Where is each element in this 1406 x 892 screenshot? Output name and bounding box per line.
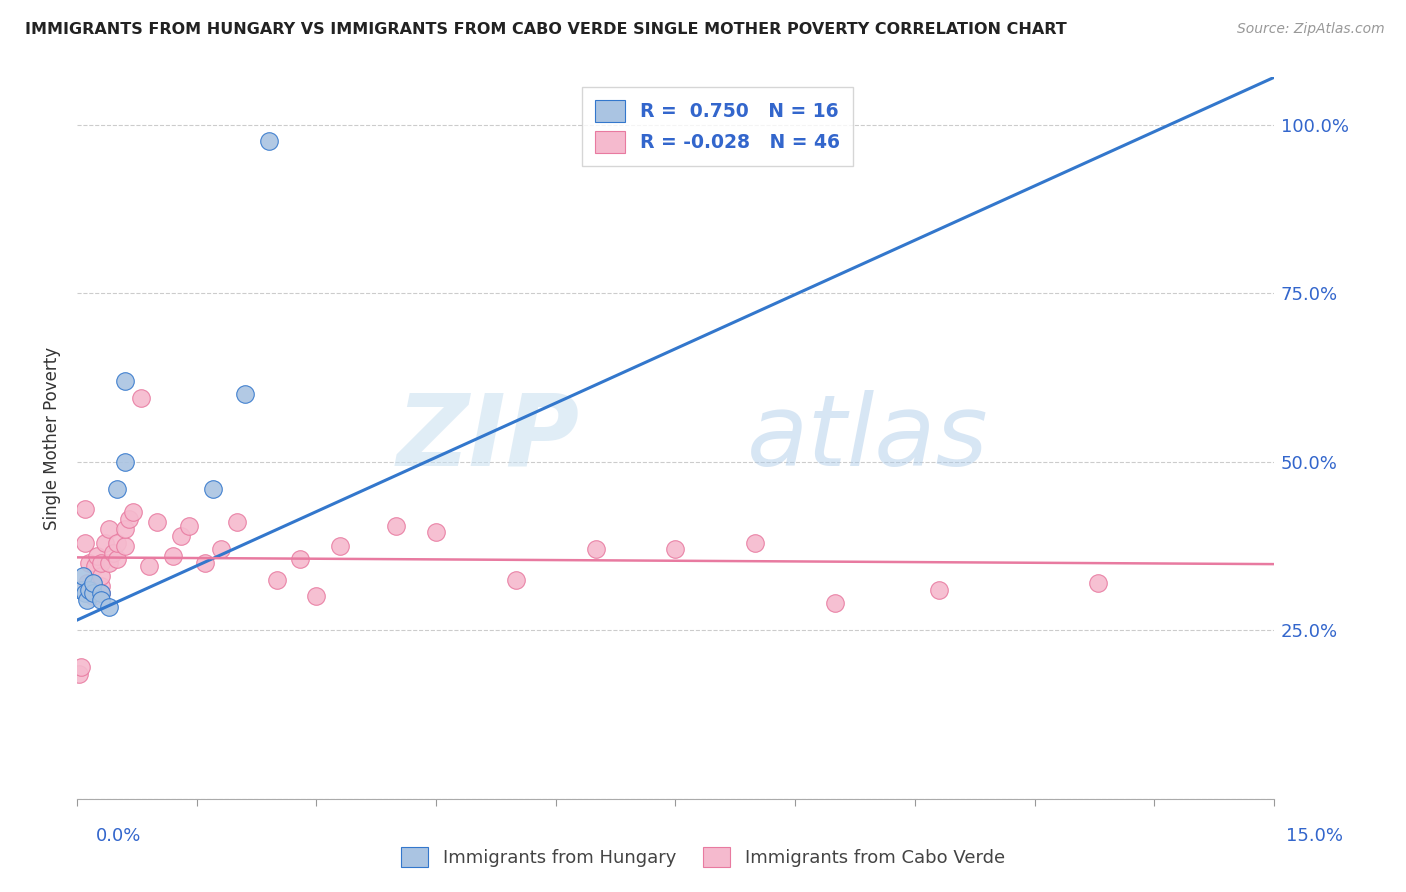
Point	[105, 535, 128, 549]
Point	[425, 525, 447, 540]
Point	[101, 546, 124, 560]
Text: 0.0%: 0.0%	[96, 827, 141, 845]
Y-axis label: Single Mother Poverty: Single Mother Poverty	[44, 346, 60, 530]
Point	[118, 512, 141, 526]
Text: Source: ZipAtlas.com: Source: ZipAtlas.com	[1237, 22, 1385, 37]
Text: atlas: atlas	[748, 390, 988, 486]
Point	[70, 660, 93, 674]
Point	[90, 586, 112, 600]
Point	[290, 552, 312, 566]
Point	[305, 590, 328, 604]
Point	[98, 599, 121, 614]
Point	[928, 582, 950, 597]
Legend: Immigrants from Hungary, Immigrants from Cabo Verde: Immigrants from Hungary, Immigrants from…	[394, 839, 1012, 874]
Point	[75, 586, 97, 600]
Point	[233, 387, 256, 401]
Point	[162, 549, 184, 563]
Point	[105, 482, 128, 496]
Point	[194, 556, 217, 570]
Point	[82, 576, 104, 591]
Point	[82, 576, 104, 591]
Point	[114, 539, 136, 553]
Point	[77, 582, 100, 597]
Point	[744, 535, 766, 549]
Point	[209, 542, 232, 557]
Point	[170, 529, 193, 543]
Point	[90, 592, 112, 607]
Text: ZIP: ZIP	[396, 390, 579, 486]
Point	[505, 573, 527, 587]
Point	[266, 573, 288, 587]
Point	[86, 549, 108, 563]
Point	[83, 559, 105, 574]
Point	[70, 582, 93, 597]
Point	[385, 518, 408, 533]
Point	[90, 579, 112, 593]
Point	[114, 522, 136, 536]
Point	[90, 586, 112, 600]
Point	[82, 586, 104, 600]
Point	[90, 556, 112, 570]
Point	[201, 482, 224, 496]
Point	[75, 535, 97, 549]
Point	[75, 501, 97, 516]
Point	[824, 596, 846, 610]
Text: IMMIGRANTS FROM HUNGARY VS IMMIGRANTS FROM CABO VERDE SINGLE MOTHER POVERTY CORR: IMMIGRANTS FROM HUNGARY VS IMMIGRANTS FR…	[25, 22, 1067, 37]
Point	[77, 556, 100, 570]
Point	[225, 516, 247, 530]
Point	[114, 455, 136, 469]
Point	[138, 559, 160, 574]
Point	[129, 391, 152, 405]
Text: 15.0%: 15.0%	[1285, 827, 1343, 845]
Point	[72, 569, 94, 583]
Point	[90, 569, 112, 583]
Point	[329, 539, 352, 553]
Point	[82, 590, 104, 604]
Point	[122, 505, 145, 519]
Point	[257, 135, 280, 149]
Point	[585, 542, 607, 557]
Legend: R =  0.750   N = 16, R = -0.028   N = 46: R = 0.750 N = 16, R = -0.028 N = 46	[582, 87, 853, 166]
Point	[177, 518, 200, 533]
Point	[69, 667, 91, 681]
Point	[146, 516, 169, 530]
Point	[114, 374, 136, 388]
Point	[94, 535, 117, 549]
Point	[76, 592, 98, 607]
Point	[76, 576, 98, 591]
Point	[98, 522, 121, 536]
Point	[98, 556, 121, 570]
Point	[105, 552, 128, 566]
Point	[1087, 576, 1109, 591]
Point	[664, 542, 686, 557]
